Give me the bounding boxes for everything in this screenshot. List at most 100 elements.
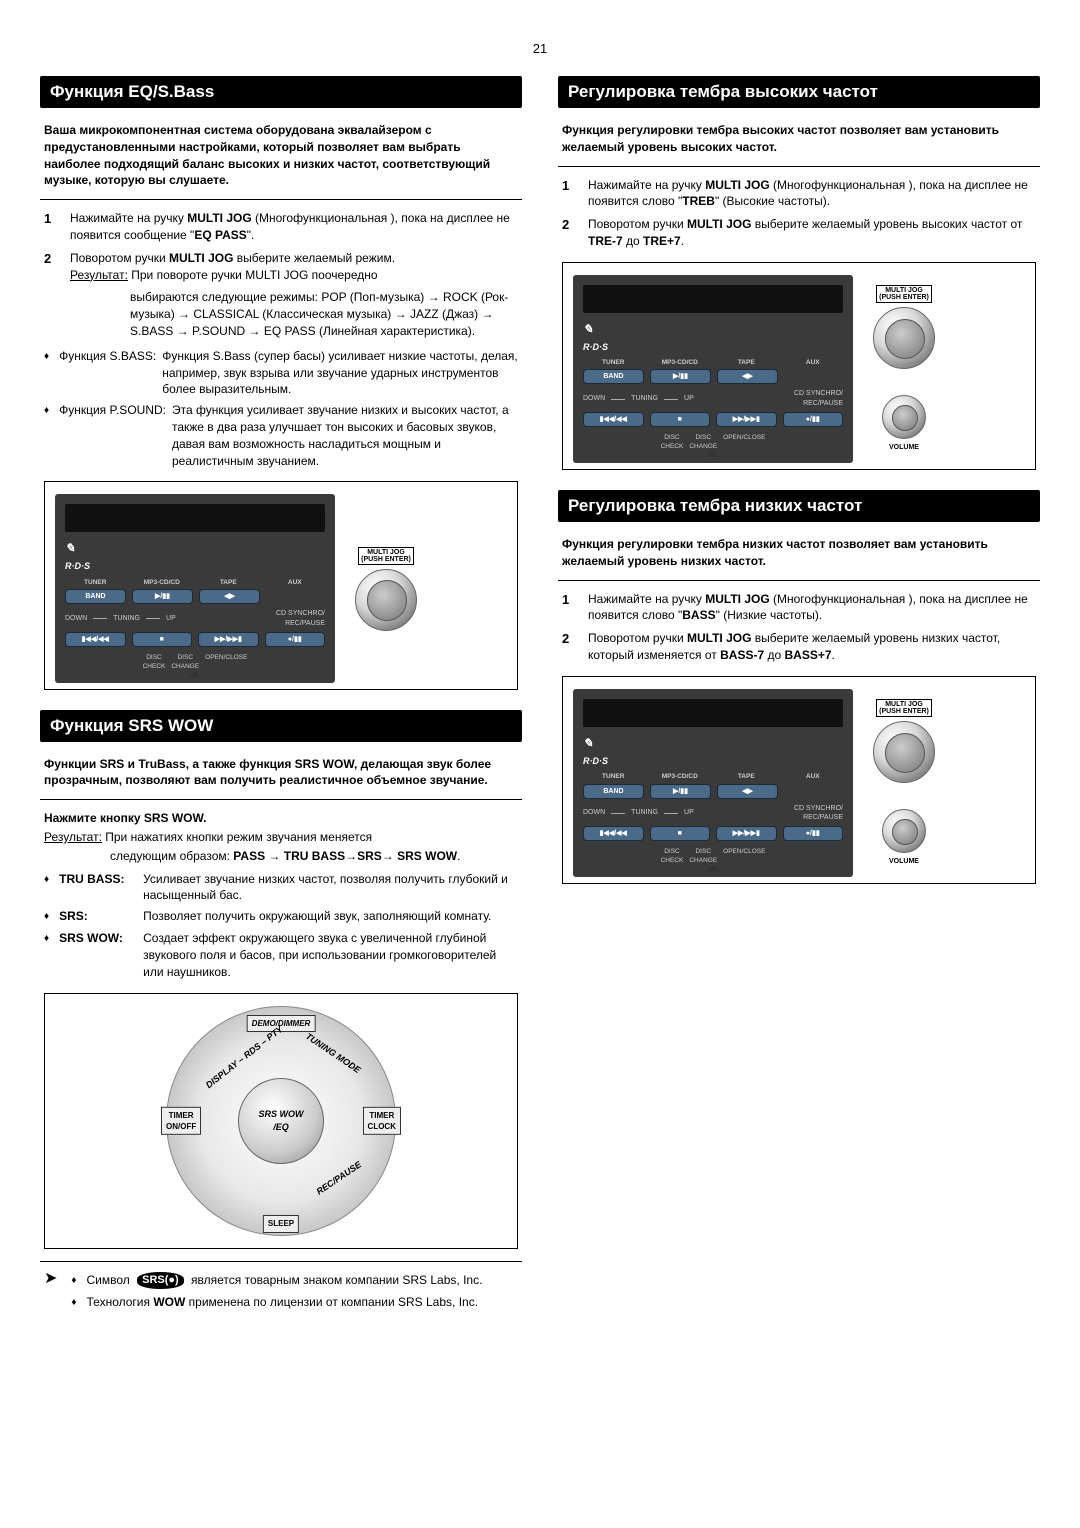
note-text: Технология WOW применена по лицензии от … <box>87 1294 479 1311</box>
tuning-label: TUNING <box>113 614 140 624</box>
open-close-label: OPEN/CLOSE <box>723 433 765 451</box>
note-arrow-icon: ➤ <box>44 1272 57 1286</box>
diamond-bullet-icon: ♦ <box>71 1272 76 1290</box>
disc-check-label: DISC CHECK <box>661 433 684 451</box>
panel-label: TAPE <box>716 772 777 781</box>
result-continuation: следующим образом: PASS → TRU BASS→SRS→ … <box>40 848 522 865</box>
prev-button[interactable]: ▮◀◀/◀◀ <box>583 826 644 841</box>
bullet-text: Создает эффект окружающего звука с увели… <box>143 930 518 980</box>
next-button[interactable]: ▶▶/▶▶▮ <box>716 412 777 427</box>
note-text: Символ SRS(●) является товарным знаком к… <box>87 1272 483 1290</box>
panel-label: TAPE <box>716 358 777 367</box>
triangle-up-icon <box>707 451 719 457</box>
prev-button[interactable]: ▮◀◀/◀◀ <box>65 632 126 647</box>
bass-header: Регулировка тембра низких частот <box>558 490 1040 522</box>
panel-label: MP3-CD/CD <box>650 358 711 367</box>
panel-spacer <box>784 370 843 383</box>
play-pause-button[interactable]: ▶/▮▮ <box>650 369 711 384</box>
triangle-up-icon <box>707 865 719 871</box>
multi-jog-dial[interactable] <box>873 307 935 369</box>
two-column-layout: Функция EQ/S.Bass Ваша микрокомпонентная… <box>40 76 1040 1315</box>
page-number: 21 <box>40 40 1040 58</box>
left-column: Функция EQ/S.Bass Ваша микрокомпонентная… <box>40 76 522 1315</box>
step-text: Поворотом ручки MULTI JOG выберите желае… <box>588 216 1036 250</box>
cd-synchro-label: CD SYNCHRO/ REC/PAUSE <box>182 609 325 629</box>
panel-label: AUX <box>783 358 844 367</box>
multi-jog-dial[interactable] <box>873 721 935 783</box>
divider <box>40 199 522 200</box>
rec-pause-button[interactable]: ●/▮▮ <box>265 632 326 647</box>
control-panel-figure: ✎R·D·S TUNER MP3-CD/CD TAPE AUX BAND ▶/▮… <box>44 481 518 689</box>
panel-label: AUX <box>783 772 844 781</box>
tuning-up-label: UP <box>684 808 694 818</box>
step-number: 1 <box>562 177 576 195</box>
next-button[interactable]: ▶▶/▶▶▮ <box>198 632 259 647</box>
multi-jog-label: MULTI JOG (PUSH ENTER) <box>876 699 932 717</box>
diamond-bullet-icon: ♦ <box>44 402 49 420</box>
play-pause-button[interactable]: ▶/▮▮ <box>132 589 193 604</box>
cd-rds-logo: ✎R·D·S <box>583 321 843 355</box>
stop-button[interactable]: ■ <box>650 412 711 427</box>
direction-button[interactable]: ◀▶ <box>717 369 778 384</box>
divider <box>558 580 1040 581</box>
step-number: 2 <box>44 250 58 268</box>
treble-steps: 1 Нажимайте на ручку MULTI JOG (Многофун… <box>558 177 1040 250</box>
trademark-notes: ➤ ♦ Символ SRS(●) является товарным знак… <box>40 1272 522 1316</box>
disc-check-label: DISC CHECK <box>143 653 166 671</box>
band-button[interactable]: BAND <box>65 589 126 604</box>
stop-button[interactable]: ■ <box>132 632 193 647</box>
step2-continuation: выбираются следующие режимы: POP (Поп-му… <box>40 289 522 339</box>
direction-button[interactable]: ◀▶ <box>199 589 260 604</box>
bullet-text: Позволяет получить окружающий звук, запо… <box>143 908 491 925</box>
panel-label: TAPE <box>198 578 259 587</box>
step-text: Поворотом ручки MULTI JOG выберите желае… <box>70 250 518 284</box>
bullet-label: TRU BASS: <box>59 871 143 888</box>
eq-sbass-intro: Ваша микрокомпонентная система оборудова… <box>40 122 522 189</box>
band-button[interactable]: BAND <box>583 784 644 799</box>
sub-text: Функция S.Bass (супер басы) усиливает ни… <box>162 348 518 398</box>
srs-bullets: ♦ TRU BASS: Усиливает звучание низких ча… <box>40 871 522 981</box>
round-dial: DEMO/DIMMER DISPLAY – RDS – PTY TUNING M… <box>166 1006 396 1236</box>
multi-jog-label: MULTI JOG (PUSH ENTER) <box>876 285 932 303</box>
disc-change-label: DISC CHANGE <box>689 847 717 865</box>
open-close-label: OPEN/CLOSE <box>723 847 765 865</box>
volume-dial[interactable] <box>882 809 926 853</box>
step-number: 1 <box>44 210 58 228</box>
tuning-down-label: DOWN <box>65 614 87 624</box>
divider <box>40 799 522 800</box>
volume-dial[interactable] <box>882 395 926 439</box>
direction-button[interactable]: ◀▶ <box>717 784 778 799</box>
triangle-up-icon <box>189 671 201 677</box>
band-button[interactable]: BAND <box>583 369 644 384</box>
step-text: Нажимайте на ручку MULTI JOG (Многофункц… <box>70 210 518 244</box>
rec-pause-button[interactable]: ●/▮▮ <box>783 826 844 841</box>
panel-label: MP3-CD/CD <box>650 772 711 781</box>
tuning-label: TUNING <box>631 394 658 404</box>
sub-functions: ♦ Функция S.BASS: Функция S.Bass (супер … <box>40 348 522 470</box>
rec-pause-button[interactable]: ●/▮▮ <box>783 412 844 427</box>
step-number: 1 <box>562 591 576 609</box>
play-pause-button[interactable]: ▶/▮▮ <box>650 784 711 799</box>
panel-spacer <box>784 785 843 798</box>
diamond-bullet-icon: ♦ <box>44 908 49 926</box>
eq-steps: 1 Нажимайте на ручку MULTI JOG (Многофун… <box>40 210 522 283</box>
tuning-label: TUNING <box>631 808 658 818</box>
tuning-down-label: DOWN <box>583 394 605 404</box>
treble-intro: Функция регулировки тембра высоких часто… <box>558 122 1040 156</box>
diamond-bullet-icon: ♦ <box>71 1294 76 1312</box>
diamond-bullet-icon: ♦ <box>44 930 49 948</box>
eq-sbass-header: Функция EQ/S.Bass <box>40 76 522 108</box>
step-text: Поворотом ручки MULTI JOG выберите желае… <box>588 630 1036 664</box>
tuning-up-label: UP <box>166 614 176 624</box>
srs-wow-eq-button[interactable]: SRS WOW /EQ <box>238 1078 324 1164</box>
next-button[interactable]: ▶▶/▶▶▮ <box>716 826 777 841</box>
step-number: 2 <box>562 630 576 648</box>
cd-synchro-label: CD SYNCHRO/ REC/PAUSE <box>700 804 843 824</box>
stop-button[interactable]: ■ <box>650 826 711 841</box>
multi-jog-label: MULTI JOG (PUSH ENTER) <box>358 547 414 565</box>
timer-clock-box: TIMER CLOCK <box>363 1106 401 1134</box>
prev-button[interactable]: ▮◀◀/◀◀ <box>583 412 644 427</box>
bullet-label: SRS: <box>59 908 143 925</box>
multi-jog-dial[interactable] <box>355 569 417 631</box>
device-panel: ✎R·D·S TUNER MP3-CD/CD TAPE AUX BAND ▶/▮… <box>55 494 335 682</box>
